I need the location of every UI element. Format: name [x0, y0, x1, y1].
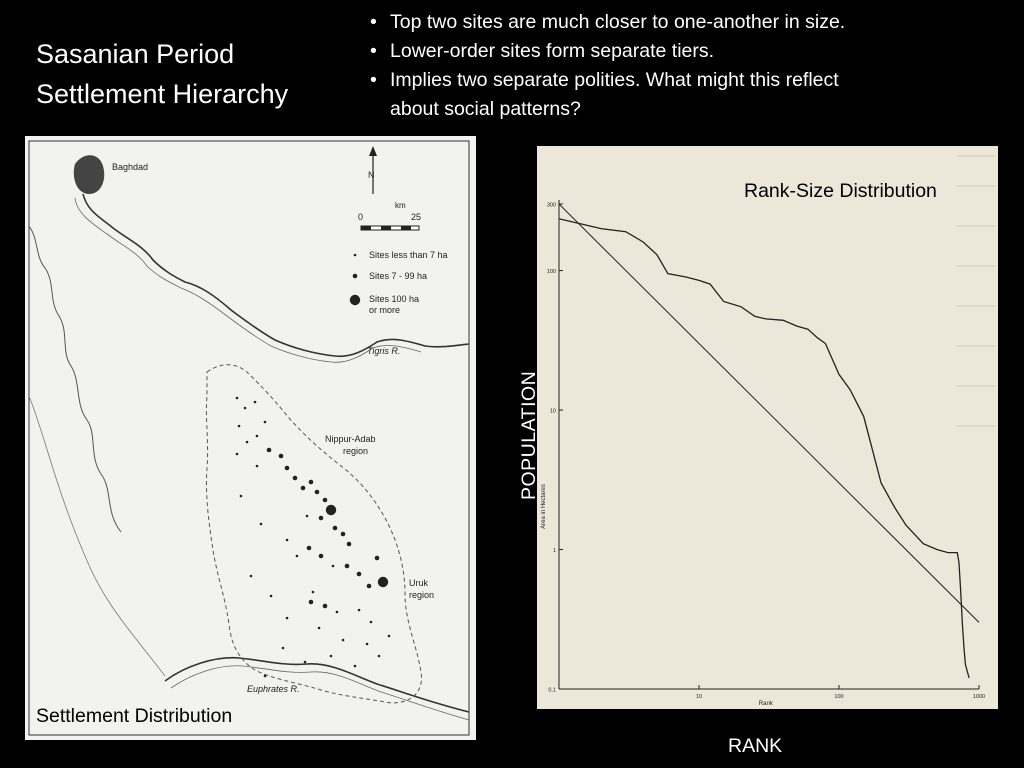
- map-caption: Settlement Distribution: [36, 705, 233, 727]
- tigris-river: [82, 193, 470, 358]
- settlement-sites: [235, 396, 391, 678]
- inner-x-label: Rank: [759, 701, 774, 707]
- west-canal: [28, 225, 122, 533]
- rank-axis-label: RANK: [728, 735, 783, 757]
- rank-size-chart-panel: 300 100 10 1 0.1 10 100 1000 Rank Area in Hectare…: [537, 146, 998, 709]
- map-frame: [28, 140, 470, 736]
- euphrates-river-bank: [170, 665, 470, 721]
- uruk-region-label: Uruk: [409, 578, 429, 588]
- uruk-region-label-2: region: [409, 590, 434, 600]
- legend-medium-dot: [352, 273, 358, 279]
- y-tick-label: 10: [550, 409, 556, 415]
- tigris-label: Tigris R.: [367, 346, 400, 356]
- scale-end-label: 25: [411, 212, 421, 222]
- legend-large-label-2: or more: [369, 305, 400, 315]
- scale-zero-label: 0: [358, 212, 363, 222]
- bullet-item: Implies two separate polities. What migh…: [368, 66, 990, 124]
- bullet-list: Top two sites are much closer to one-ano…: [368, 8, 990, 124]
- rank-size-chart: 300 100 10 1 0.1 10 100 1000 Rank Area in Hectare…: [541, 155, 995, 707]
- euphrates-river: [164, 656, 470, 713]
- legend-small-dot: [353, 253, 357, 257]
- population-axis-label: POPULATION: [518, 370, 540, 500]
- bullet-item: Top two sites are much closer to one-ano…: [368, 8, 990, 37]
- x-tick-label: 1000: [973, 694, 985, 700]
- baghdad-label: Baghdad: [112, 162, 148, 172]
- y-tick-label: 100: [547, 269, 556, 275]
- nippur-region-label: Nippur-Adab: [325, 434, 376, 444]
- slide-title: Sasanian Period Settlement Hierarchy: [36, 39, 289, 109]
- settlement-map: Baghdad Tigris R. Euphrates R. N km 0 25…: [25, 136, 476, 740]
- y-tick-label: 1: [553, 548, 556, 554]
- legend-small-label: Sites less than 7 ha: [369, 250, 448, 260]
- page-texture: [957, 155, 995, 427]
- survey-boundary: [205, 364, 422, 704]
- nippur-region-label-2: region: [343, 446, 368, 456]
- y-tick-label: 300: [547, 203, 556, 209]
- western-desert-edge: [28, 395, 166, 677]
- north-label: N: [368, 170, 375, 180]
- y-tick-label: 0.1: [548, 688, 556, 694]
- bullet-item: Lower-order sites form separate tiers.: [368, 37, 990, 66]
- log-normal-reference-line: [558, 203, 980, 623]
- north-arrow-icon: [369, 146, 377, 156]
- x-tick-label: 100: [834, 694, 843, 700]
- legend-medium-label: Sites 7 - 99 ha: [369, 271, 427, 281]
- map-drawing: Baghdad Tigris R. Euphrates R. N km 0 25…: [28, 140, 470, 736]
- km-label: km: [395, 201, 406, 210]
- tigris-river-bank: [74, 197, 422, 363]
- x-tick-label: 10: [696, 694, 702, 700]
- observed-rank-size-line: [558, 218, 970, 679]
- legend-large-dot: [349, 294, 361, 306]
- euphrates-label: Euphrates R.: [247, 684, 300, 694]
- baghdad-area: [73, 155, 105, 194]
- chart-title: Rank-Size Distribution: [744, 180, 937, 202]
- legend-large-label: Sites 100 ha: [369, 294, 419, 304]
- inner-y-label: Area in Hectares: [541, 484, 547, 529]
